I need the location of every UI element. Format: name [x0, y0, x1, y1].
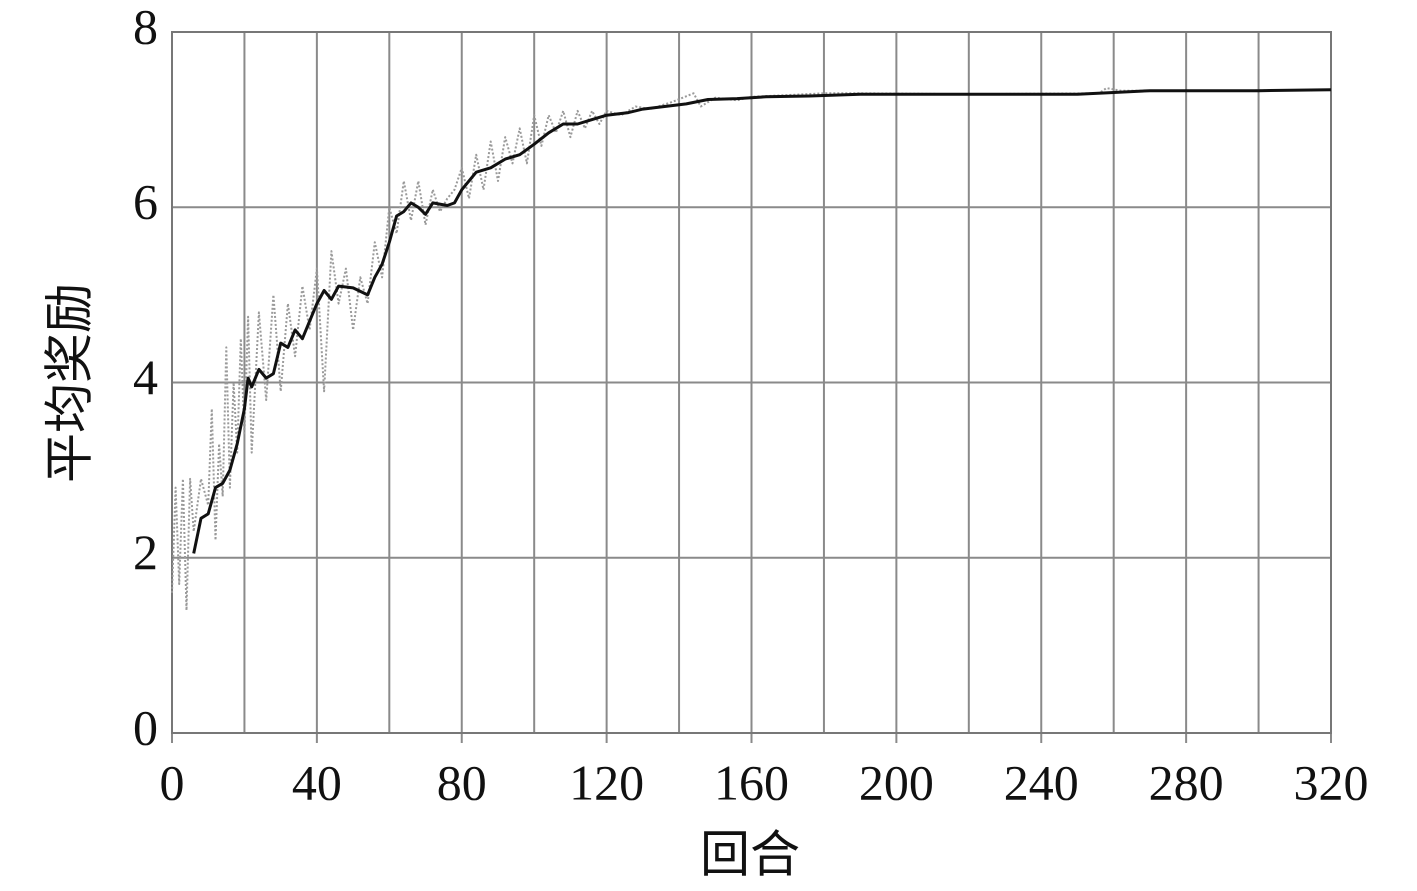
x-tick-label: 280 [1149, 754, 1224, 810]
x-tick-label: 120 [569, 754, 644, 810]
x-tick-label: 200 [859, 754, 934, 810]
x-tick-label: 160 [714, 754, 789, 810]
x-tick-label: 40 [292, 754, 342, 810]
y-tick-label: 0 [133, 699, 158, 755]
data-line [171, 87, 1332, 612]
data-line [192, 88, 1332, 554]
y-tick-label: 8 [133, 0, 158, 54]
y-tick-label: 2 [133, 524, 158, 580]
x-tick-label: 320 [1294, 754, 1369, 810]
x-tick-label: 80 [437, 754, 487, 810]
x-tick-label: 240 [1004, 754, 1079, 810]
y-axis-title: 平均奖励 [41, 283, 97, 483]
y-tick-label: 4 [133, 349, 158, 405]
x-axis-title: 回合 [700, 826, 800, 882]
x-tick-label: 0 [160, 754, 185, 810]
y-tick-label: 6 [133, 174, 158, 230]
plot-frame [171, 31, 1332, 734]
